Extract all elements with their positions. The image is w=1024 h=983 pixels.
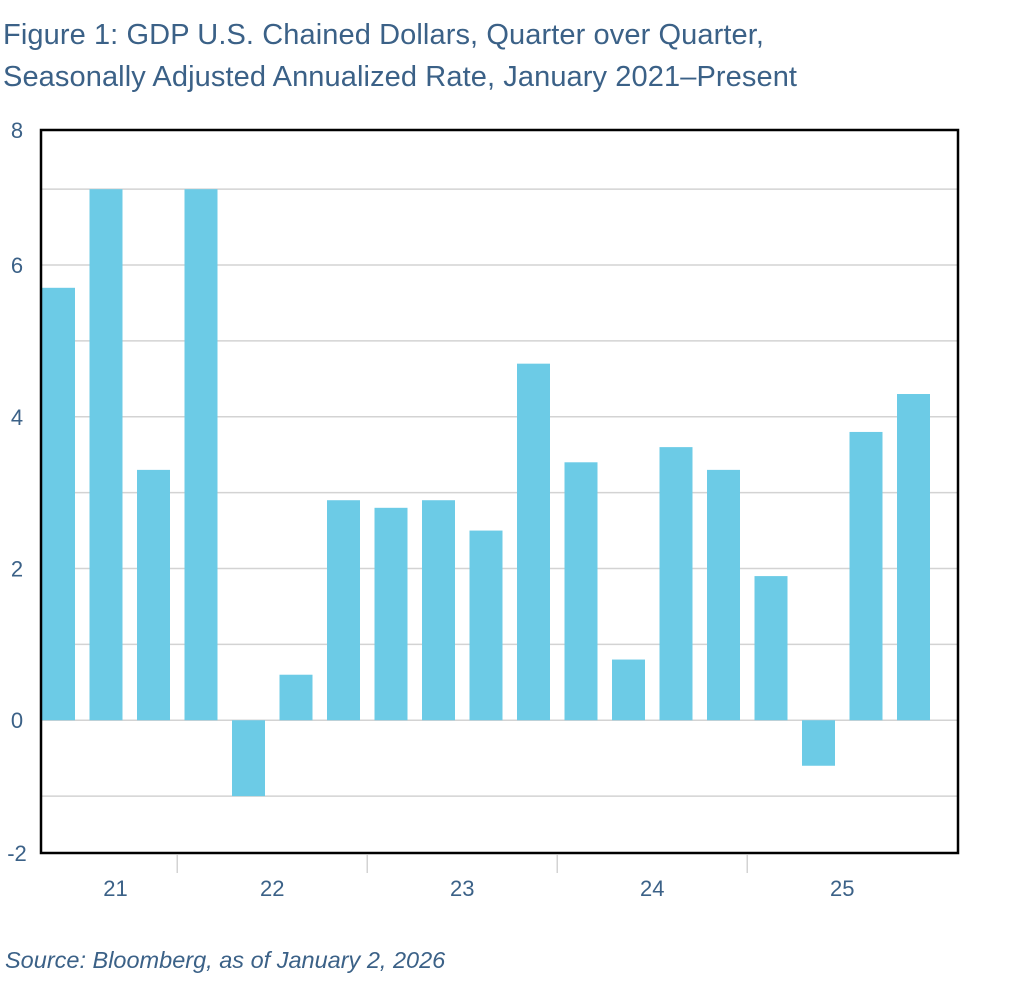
bar-q3-2022 <box>327 500 360 721</box>
bar-q4-2023 <box>564 462 598 721</box>
bars <box>42 189 930 797</box>
plot-frame <box>39 128 960 855</box>
bar-q1-2023 <box>422 500 455 721</box>
chart-title-line-1: Figure 1: GDP U.S. Chained Dollars, Quar… <box>3 19 765 51</box>
bar-q2-2021 <box>89 189 123 721</box>
plot-border <box>39 128 960 855</box>
bar-q1-2024 <box>612 659 645 721</box>
bar-q2-2023 <box>469 530 503 721</box>
bar-q1-2021 <box>42 287 75 721</box>
chart-title-line-2: Seasonally Adjusted Annualized Rate, Jan… <box>3 61 798 93</box>
y-tick-label: -2 <box>7 841 27 866</box>
x-axis: 21 22 23 24 25 <box>103 855 854 901</box>
bar-q4-2022 <box>374 507 408 721</box>
y-tick-label: 4 <box>11 405 23 430</box>
chart-title: Figure 1: GDP U.S. Chained Dollars, Quar… <box>3 14 1023 98</box>
y-tick-label: 6 <box>11 253 23 278</box>
y-tick-label: 2 <box>11 557 23 582</box>
bar-q3-2025 <box>897 394 930 721</box>
bar-q4-2024 <box>754 576 788 721</box>
x-tick-label: 22 <box>260 876 284 901</box>
x-tick-label: 24 <box>640 876 664 901</box>
bar-q2-2025 <box>849 431 883 721</box>
bar-q4-2021 <box>184 189 218 721</box>
bar-q1-2022 <box>232 720 265 797</box>
bar-q2-2022 <box>279 674 313 721</box>
y-axis: -2 0 2 4 6 8 <box>7 118 27 866</box>
x-tick-label: 21 <box>103 876 127 901</box>
y-tick-label: 0 <box>11 708 23 733</box>
source-note: Source: Bloomberg, as of January 2, 2026 <box>5 947 446 973</box>
bar-q3-2021 <box>137 469 170 721</box>
x-tick-label: 25 <box>830 876 854 901</box>
bar-q3-2024 <box>707 469 740 721</box>
bar-q2-2024 <box>659 447 693 721</box>
bar-q1-2025 <box>802 720 835 766</box>
y-tick-label: 8 <box>11 118 23 143</box>
x-tick-label: 23 <box>450 876 474 901</box>
bar-q3-2023 <box>517 363 550 721</box>
